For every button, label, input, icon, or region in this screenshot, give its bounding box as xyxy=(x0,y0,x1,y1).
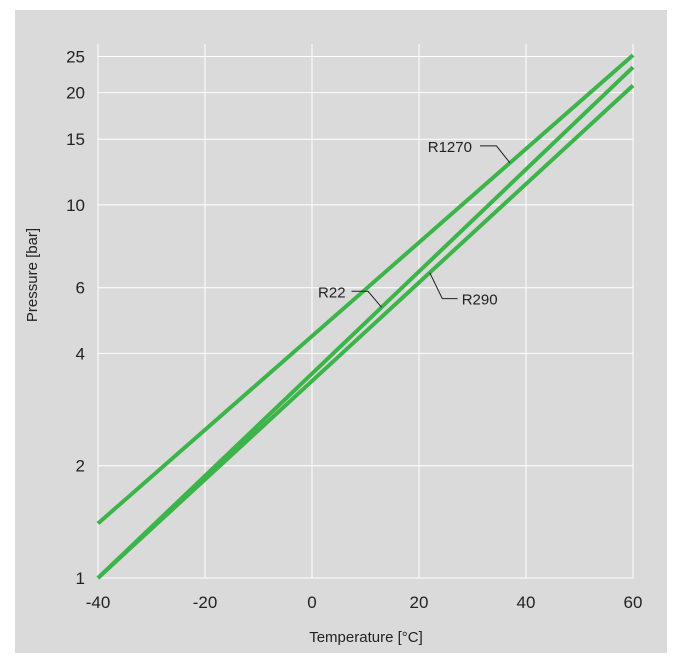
y-tick-label: 6 xyxy=(76,279,85,298)
annotation-leader-r290 xyxy=(429,272,458,300)
annotation-leader-r1270 xyxy=(479,145,511,164)
x-tick-label: 20 xyxy=(410,593,429,612)
y-axis-title: Pressure [bar] xyxy=(24,228,41,322)
line-annotations: R1270 R22 R290 xyxy=(318,139,511,309)
series-lines xyxy=(96,53,635,580)
y-tick-label: 15 xyxy=(66,130,85,149)
x-tick-label: -40 xyxy=(86,593,111,612)
annotation-label-r1270: R1270 xyxy=(428,139,472,156)
annotation-leader-r22 xyxy=(351,290,382,308)
annotation-label-r290: R290 xyxy=(462,292,498,309)
y-tick-label: 10 xyxy=(66,196,85,215)
pressure-temperature-chart: -40 -20 0 20 40 60 1 2 4 6 10 15 20 25 R1270 R22 R290 T… xyxy=(24,44,642,646)
y-tick-label: 20 xyxy=(66,84,85,103)
y-tick-label: 1 xyxy=(76,569,85,588)
x-tick-label: 60 xyxy=(624,593,643,612)
x-tick-label: 0 xyxy=(307,593,316,612)
series-line-r22 xyxy=(96,65,635,580)
series-line-r290 xyxy=(96,84,635,580)
y-tick-label: 25 xyxy=(66,47,85,66)
series-line-r1270 xyxy=(96,53,635,525)
x-axis-title: Temperature [°C] xyxy=(309,629,423,646)
tick-labels: -40 -20 0 20 40 60 1 2 4 6 10 15 20 25 xyxy=(66,47,642,612)
chart-panel: -40 -20 0 20 40 60 1 2 4 6 10 15 20 25 R1270 R22 R290 T… xyxy=(15,10,667,653)
y-tick-label: 4 xyxy=(76,344,85,363)
x-tick-label: -20 xyxy=(193,593,218,612)
x-tick-label: 40 xyxy=(517,593,536,612)
y-tick-label: 2 xyxy=(76,457,85,476)
grid xyxy=(97,44,634,579)
annotation-label-r22: R22 xyxy=(318,284,346,301)
